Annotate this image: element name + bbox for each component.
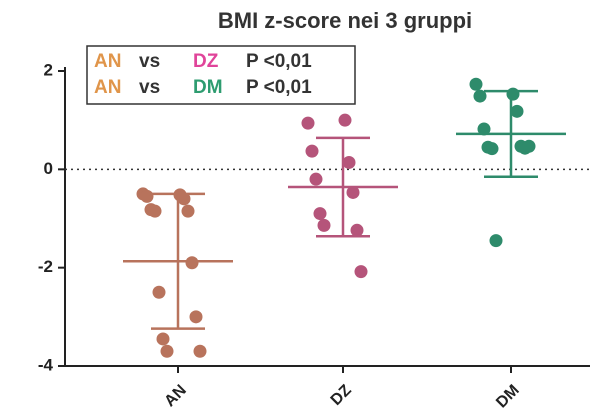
data-point bbox=[190, 310, 203, 323]
data-point bbox=[182, 205, 195, 218]
data-point bbox=[141, 190, 154, 203]
legend-text: vs bbox=[139, 77, 160, 98]
legend-text: AN bbox=[94, 51, 121, 72]
data-point bbox=[161, 345, 174, 358]
y-tick-label: -2 bbox=[38, 257, 53, 276]
data-point bbox=[470, 78, 483, 91]
data-point bbox=[351, 224, 364, 237]
legend-text: DM bbox=[193, 77, 223, 98]
data-point bbox=[186, 256, 199, 269]
data-point bbox=[511, 105, 524, 118]
x-tick-label: AN bbox=[161, 382, 189, 410]
data-point bbox=[318, 219, 331, 232]
y-tick-label: 0 bbox=[44, 159, 53, 178]
data-point bbox=[314, 207, 327, 220]
data-point bbox=[339, 114, 352, 127]
chart-title: BMI z-score nei 3 gruppi bbox=[218, 8, 472, 33]
data-point bbox=[507, 88, 520, 101]
chart: BMI z-score nei 3 gruppi -4 -2 0 2 AN DZ DM AN v… bbox=[0, 0, 605, 419]
data-point bbox=[310, 173, 323, 186]
data-point bbox=[343, 156, 356, 169]
data-point bbox=[157, 332, 170, 345]
legend-text: P <0,01 bbox=[246, 51, 312, 72]
legend-text: vs bbox=[139, 51, 160, 72]
data-point bbox=[149, 205, 162, 218]
data-point bbox=[523, 140, 536, 153]
x-tick-label: DZ bbox=[328, 382, 355, 409]
data-point bbox=[194, 345, 207, 358]
data-point bbox=[302, 117, 315, 130]
data-point bbox=[490, 234, 503, 247]
y-tick-label: -4 bbox=[38, 355, 54, 374]
data-point bbox=[153, 286, 166, 299]
legend-text: DZ bbox=[193, 51, 219, 72]
x-tick-label: DM bbox=[493, 382, 523, 412]
y-tick-label: 2 bbox=[44, 60, 53, 79]
data-point bbox=[355, 265, 368, 278]
legend-text: P <0,01 bbox=[246, 77, 312, 98]
data-point bbox=[486, 142, 499, 155]
data-point bbox=[306, 145, 319, 158]
legend-text: AN bbox=[94, 77, 121, 98]
